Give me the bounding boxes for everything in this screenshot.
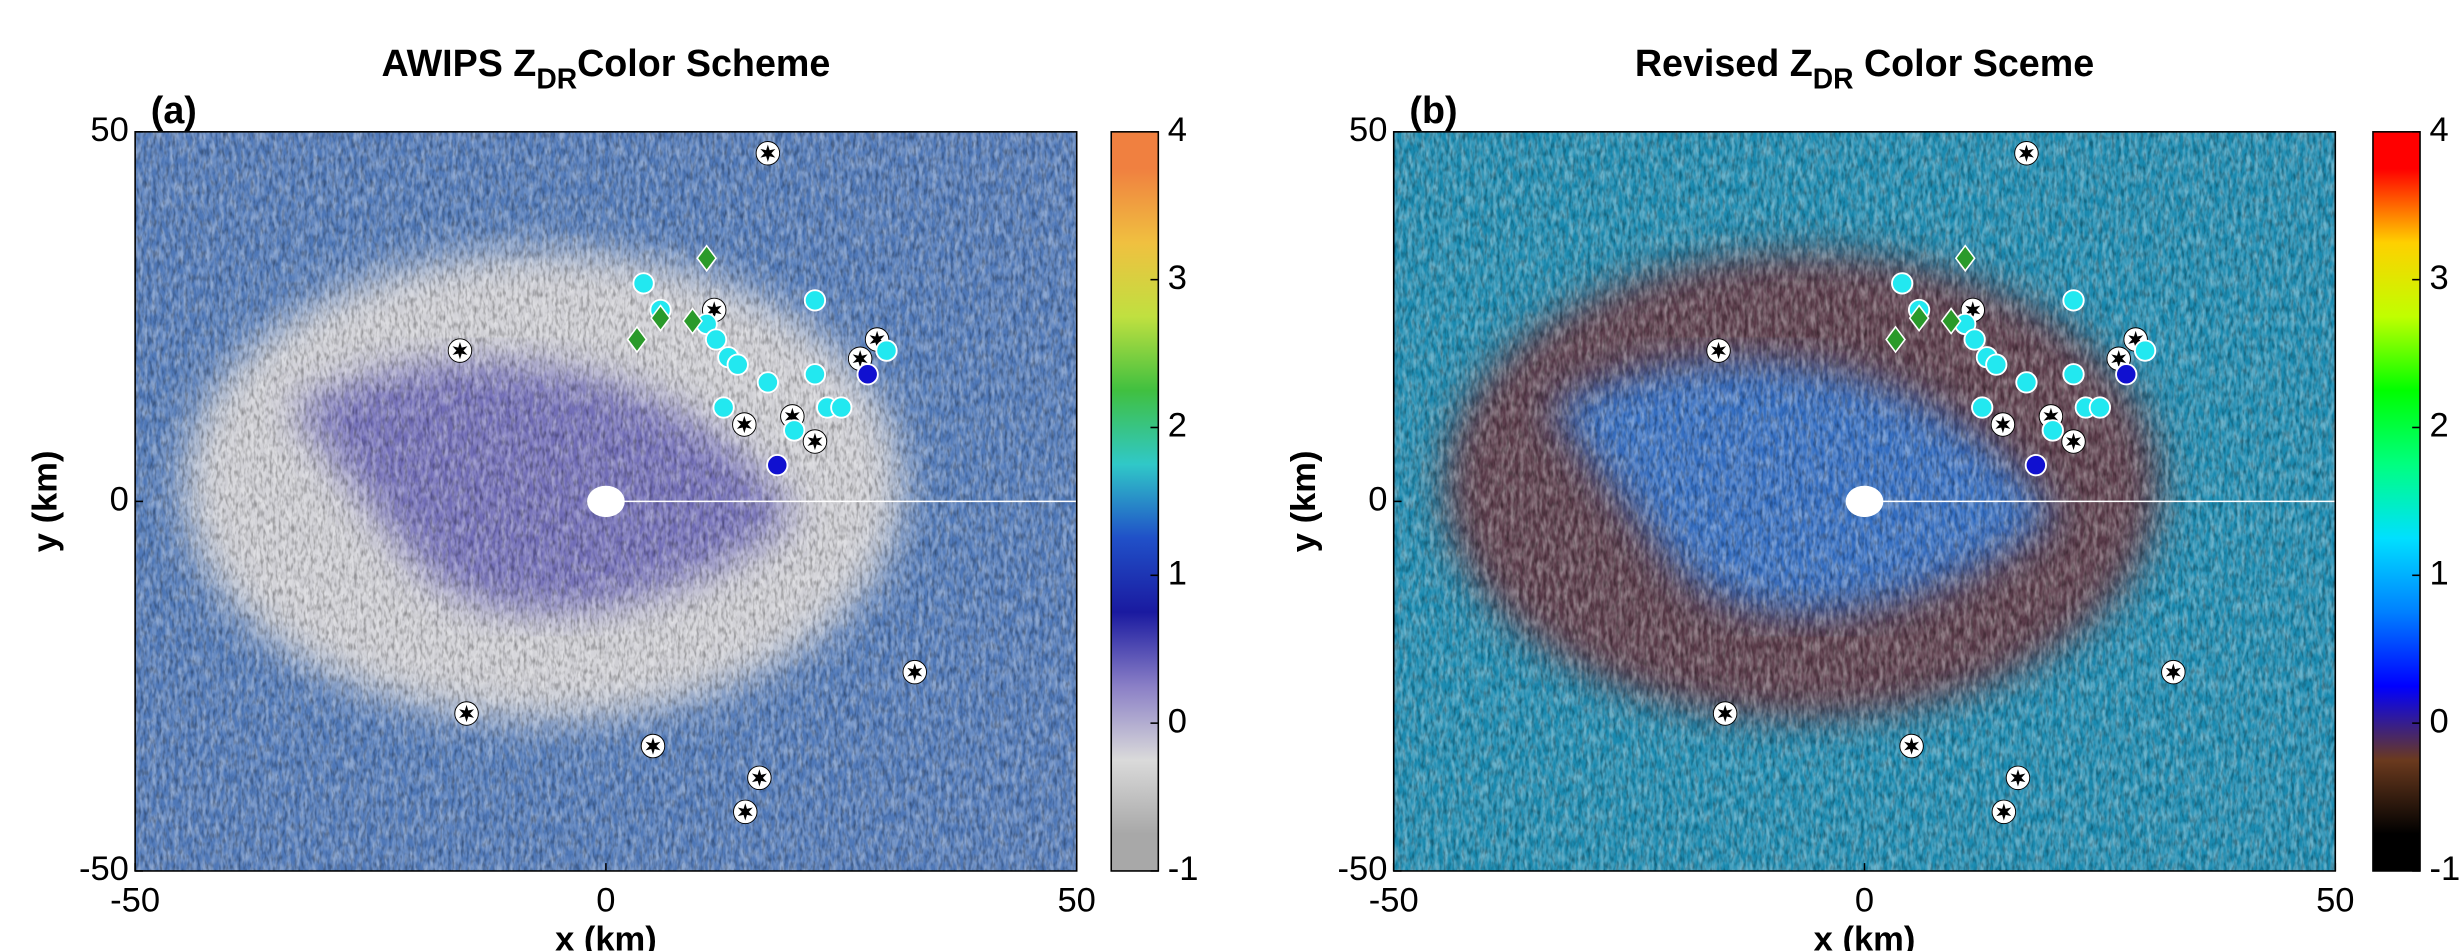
marker xyxy=(857,364,877,384)
colorbar-tick-label: 1 xyxy=(1168,554,1187,592)
marker xyxy=(728,354,748,374)
y-tick-label: 0 xyxy=(110,481,129,519)
y-axis-label: y (km) xyxy=(1285,451,1323,553)
colorbar-tick-label: 0 xyxy=(1168,702,1187,740)
marker xyxy=(2043,420,2063,440)
marker xyxy=(1707,339,1731,363)
x-tick-label: 0 xyxy=(596,881,615,919)
colorbar-tick-label: -1 xyxy=(2429,850,2460,888)
panel-label: (a) xyxy=(151,89,197,131)
x-tick-label: 0 xyxy=(1855,881,1874,919)
y-tick-label: 50 xyxy=(90,111,128,149)
marker xyxy=(2062,430,2086,454)
marker xyxy=(803,430,827,454)
marker xyxy=(734,800,758,824)
colorbar xyxy=(2373,132,2420,871)
title-sub: DR xyxy=(536,63,577,95)
colorbar-tick-label: -1 xyxy=(1168,850,1199,888)
colorbar-tick-label: 2 xyxy=(2429,407,2448,445)
marker xyxy=(2026,455,2046,475)
x-tick-label: 50 xyxy=(2316,881,2354,919)
chart-title: AWIPS ZDRColor Scheme xyxy=(382,42,831,95)
marker xyxy=(756,141,780,165)
radar-field xyxy=(135,132,1077,871)
marker xyxy=(831,397,851,417)
y-axis-label: y (km) xyxy=(26,451,64,553)
marker xyxy=(758,372,778,392)
chart-title: Revised ZDR Color Sceme xyxy=(1635,42,2094,95)
marker xyxy=(903,660,927,684)
marker xyxy=(2015,141,2039,165)
marker xyxy=(733,413,757,437)
panel-label: (b) xyxy=(1409,89,1457,131)
marker xyxy=(805,364,825,384)
marker xyxy=(641,734,665,758)
colorbar xyxy=(1111,132,1158,871)
marker xyxy=(2063,290,2083,310)
marker xyxy=(1964,329,1984,349)
colorbar-tick-label: 2 xyxy=(1168,407,1187,445)
marker xyxy=(2116,364,2136,384)
colorbar-tick-label: 4 xyxy=(1168,111,1187,149)
x-axis-label: x (km) xyxy=(555,921,657,951)
colorbar-tick-label: 4 xyxy=(2429,111,2448,149)
marker xyxy=(1892,273,1912,293)
radar-site xyxy=(587,486,625,517)
marker xyxy=(1713,702,1737,726)
y-tick-label: 50 xyxy=(1349,111,1387,149)
title-sub: DR xyxy=(1813,63,1854,95)
marker xyxy=(2090,397,2110,417)
radar-site xyxy=(1846,486,1884,517)
marker xyxy=(1900,734,1924,758)
radar-field xyxy=(1394,132,2336,871)
marker xyxy=(2006,766,2030,790)
marker xyxy=(706,329,726,349)
colorbar-tick-label: 1 xyxy=(2429,554,2448,592)
colorbar-tick-label: 3 xyxy=(1168,259,1187,297)
marker xyxy=(748,766,772,790)
title-main: Revised Z xyxy=(1635,42,1813,84)
colorbar-tick-label: 0 xyxy=(2429,702,2448,740)
marker xyxy=(2016,372,2036,392)
marker xyxy=(1986,354,2006,374)
marker xyxy=(805,290,825,310)
marker xyxy=(784,420,804,440)
y-tick-label: -50 xyxy=(1338,850,1388,888)
figure: AWIPS ZDRColor Scheme(a)-50050-50050x (k… xyxy=(0,0,2461,951)
marker xyxy=(2063,364,2083,384)
marker xyxy=(455,702,479,726)
marker xyxy=(876,340,896,360)
y-tick-label: 0 xyxy=(1368,481,1387,519)
marker xyxy=(633,273,653,293)
colorbar-tick-label: 3 xyxy=(2429,259,2448,297)
y-tick-label: -50 xyxy=(79,850,129,888)
x-tick-label: 50 xyxy=(1058,881,1096,919)
marker xyxy=(1992,800,2016,824)
x-axis-label: x (km) xyxy=(1814,921,1916,951)
title-main: AWIPS Z xyxy=(382,42,537,84)
marker xyxy=(1991,413,2015,437)
marker xyxy=(713,397,733,417)
marker xyxy=(1972,397,1992,417)
title-rest: Color Sceme xyxy=(1854,42,2095,84)
marker xyxy=(448,339,472,363)
marker xyxy=(767,455,787,475)
marker xyxy=(2162,660,2186,684)
marker xyxy=(2135,340,2155,360)
title-rest: Color Scheme xyxy=(577,42,830,84)
